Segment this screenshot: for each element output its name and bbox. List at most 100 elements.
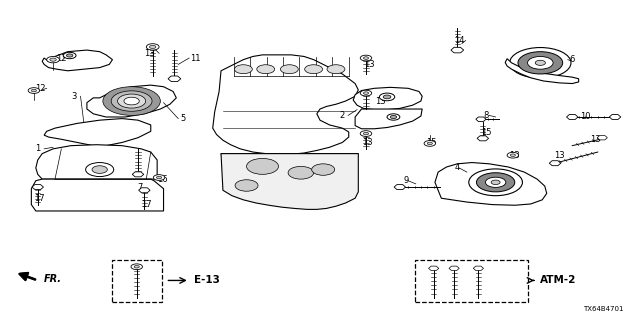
Circle shape xyxy=(63,52,76,59)
Text: 13: 13 xyxy=(375,97,386,106)
Circle shape xyxy=(428,142,433,145)
Polygon shape xyxy=(449,266,460,270)
Circle shape xyxy=(380,93,395,101)
Text: FR.: FR. xyxy=(44,274,62,284)
Text: 13: 13 xyxy=(144,49,155,58)
Circle shape xyxy=(507,152,518,158)
Circle shape xyxy=(257,65,275,74)
Text: 5: 5 xyxy=(180,114,186,123)
Polygon shape xyxy=(609,115,621,119)
Circle shape xyxy=(383,95,391,99)
Polygon shape xyxy=(132,172,144,177)
Circle shape xyxy=(28,88,40,93)
Polygon shape xyxy=(476,117,486,121)
Circle shape xyxy=(92,166,108,173)
Text: 15: 15 xyxy=(426,138,437,147)
Circle shape xyxy=(327,65,345,74)
Circle shape xyxy=(387,114,400,120)
Circle shape xyxy=(47,56,60,63)
Text: 13: 13 xyxy=(591,135,601,144)
Polygon shape xyxy=(549,161,561,166)
Text: 13: 13 xyxy=(363,138,373,147)
Text: 13: 13 xyxy=(509,151,520,160)
Circle shape xyxy=(280,65,298,74)
Circle shape xyxy=(509,48,571,78)
Polygon shape xyxy=(31,179,164,211)
Text: 6: 6 xyxy=(570,55,575,64)
Text: 13: 13 xyxy=(554,151,564,160)
Polygon shape xyxy=(597,135,607,140)
Circle shape xyxy=(364,57,369,59)
Polygon shape xyxy=(435,163,547,205)
Text: 2: 2 xyxy=(340,111,345,120)
Polygon shape xyxy=(355,109,422,129)
Text: 17: 17 xyxy=(141,200,152,209)
Text: 16: 16 xyxy=(157,175,168,184)
Text: 12: 12 xyxy=(56,53,67,62)
Polygon shape xyxy=(32,185,44,189)
Circle shape xyxy=(518,52,563,74)
Text: 4: 4 xyxy=(454,164,460,172)
Circle shape xyxy=(360,131,372,136)
Polygon shape xyxy=(566,115,578,119)
Text: 7: 7 xyxy=(137,183,143,192)
Polygon shape xyxy=(505,59,579,84)
Text: 10: 10 xyxy=(580,113,590,122)
Circle shape xyxy=(510,154,515,156)
Circle shape xyxy=(235,180,258,191)
Text: 12: 12 xyxy=(35,84,45,93)
Circle shape xyxy=(234,65,252,74)
Circle shape xyxy=(468,169,522,196)
Polygon shape xyxy=(168,76,180,82)
Polygon shape xyxy=(451,47,464,53)
Circle shape xyxy=(527,56,553,69)
Text: 3: 3 xyxy=(72,92,77,101)
Polygon shape xyxy=(212,55,358,154)
Circle shape xyxy=(86,163,114,177)
Polygon shape xyxy=(36,145,157,179)
Circle shape xyxy=(246,158,278,174)
Polygon shape xyxy=(139,188,150,193)
Text: TX64B4701: TX64B4701 xyxy=(583,306,623,312)
Circle shape xyxy=(360,55,372,61)
Circle shape xyxy=(124,97,140,105)
Text: 8: 8 xyxy=(483,111,489,120)
Circle shape xyxy=(390,116,397,119)
Circle shape xyxy=(312,164,335,175)
Circle shape xyxy=(535,60,545,65)
Text: 15: 15 xyxy=(481,128,492,137)
Circle shape xyxy=(305,65,323,74)
Circle shape xyxy=(288,166,314,179)
Polygon shape xyxy=(429,266,439,270)
Polygon shape xyxy=(87,85,176,117)
Text: E-13: E-13 xyxy=(193,276,220,285)
Polygon shape xyxy=(44,119,151,146)
Circle shape xyxy=(157,176,162,179)
Polygon shape xyxy=(221,154,358,209)
Circle shape xyxy=(485,177,506,188)
Text: 14: 14 xyxy=(454,36,465,45)
Circle shape xyxy=(360,90,372,96)
Text: 11: 11 xyxy=(190,53,201,62)
Circle shape xyxy=(111,91,152,111)
Circle shape xyxy=(150,45,156,49)
Circle shape xyxy=(147,44,159,50)
Circle shape xyxy=(50,58,56,61)
Text: 17: 17 xyxy=(34,194,44,203)
Circle shape xyxy=(364,92,369,94)
Polygon shape xyxy=(394,185,406,189)
Circle shape xyxy=(118,94,146,108)
Circle shape xyxy=(131,264,143,270)
Circle shape xyxy=(491,180,500,185)
Circle shape xyxy=(154,175,165,180)
Circle shape xyxy=(424,140,436,146)
Text: 1: 1 xyxy=(35,144,40,153)
Circle shape xyxy=(31,89,36,92)
Circle shape xyxy=(476,173,515,192)
Polygon shape xyxy=(353,87,422,110)
Circle shape xyxy=(103,87,161,116)
Circle shape xyxy=(134,266,140,268)
Text: 13: 13 xyxy=(365,60,375,69)
Polygon shape xyxy=(477,136,488,141)
Polygon shape xyxy=(221,154,358,179)
